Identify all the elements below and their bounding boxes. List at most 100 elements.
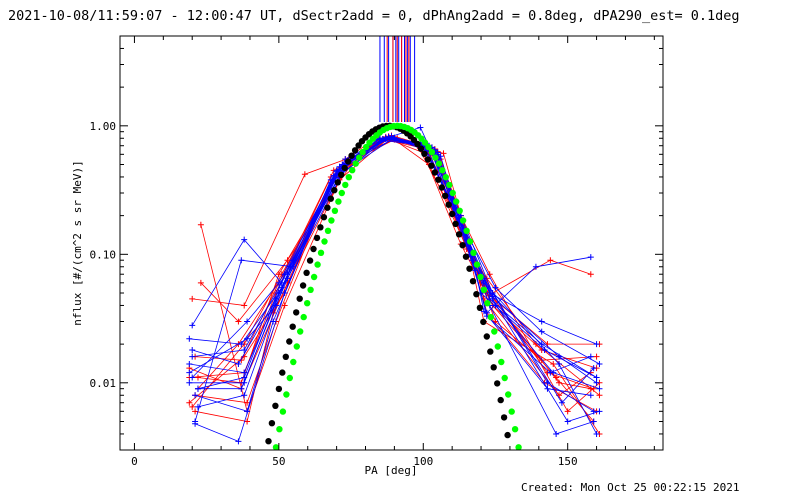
y-tick-label-0: 0.01	[90, 377, 117, 390]
green-fit-point-27	[314, 261, 321, 268]
black-fit-point-37	[351, 147, 359, 154]
green-fit-point-75	[480, 286, 488, 293]
red-point-7-9	[596, 392, 603, 399]
green-fit-point-25	[307, 286, 314, 293]
blue-line-8	[197, 137, 591, 408]
green-fit-point-36	[345, 174, 352, 181]
green-fit-point-59	[425, 143, 432, 151]
blue-point-13-2	[290, 257, 297, 264]
green-fit-point-23	[300, 313, 307, 321]
green-fit-point-85	[515, 444, 522, 450]
blue-point-4-9	[596, 385, 603, 392]
blue-point-7-9	[596, 408, 603, 415]
black-fit-point-60	[431, 169, 438, 176]
green-fit-point-15	[272, 444, 280, 450]
black-fit-point-75	[483, 333, 490, 340]
green-fit-point-35	[342, 181, 349, 189]
blue-point-8-1	[241, 392, 248, 399]
blue-point-9-1	[244, 318, 251, 325]
black-fit-point-56	[417, 145, 425, 152]
black-fit-point-25	[310, 245, 317, 253]
black-fit-point-71	[469, 278, 477, 285]
blue-point-3-9	[587, 254, 594, 261]
blue-point-0-0	[186, 379, 193, 386]
blue-point-6-8	[558, 399, 565, 406]
black-fit-point-17	[282, 353, 289, 360]
black-fit-point-34	[341, 164, 348, 172]
red-line-9	[189, 139, 600, 412]
blue-point-11-8	[538, 328, 545, 335]
green-fit-point-79	[494, 343, 501, 350]
blue-point-12-8	[544, 385, 551, 392]
black-fit-point-61	[435, 176, 442, 183]
black-fit-point-59	[428, 162, 435, 169]
black-fit-point-38	[355, 142, 362, 149]
green-fit-point-81	[501, 374, 508, 382]
green-fit-point-71	[466, 238, 474, 245]
green-fit-point-69	[459, 217, 467, 224]
blue-point-11-4	[376, 135, 383, 142]
green-fit-point-70	[463, 227, 470, 234]
blue-point-1-1	[241, 236, 248, 243]
blue-point-12-1	[238, 385, 245, 392]
black-fit-point-69	[462, 253, 470, 260]
green-fit-point-16	[276, 426, 283, 433]
blue-point-3-8	[532, 263, 539, 270]
red-point-10-9	[587, 271, 594, 278]
blue-point-6-0	[192, 392, 199, 399]
red-line-10	[200, 136, 591, 323]
blue-line-1	[191, 136, 594, 412]
black-fit-point-68	[459, 242, 466, 249]
red-point-9-0	[186, 399, 193, 406]
green-fit-point-18	[283, 391, 290, 398]
green-fit-point-32	[331, 207, 339, 214]
blue-point-13-0	[189, 353, 196, 360]
red-point-9-8	[564, 408, 571, 415]
blue-point-2-5	[417, 124, 424, 131]
black-fit-point-27	[317, 224, 324, 231]
blue-point-2-9	[593, 430, 600, 437]
blue-point-6-9	[590, 365, 597, 372]
black-fit-point-29	[324, 204, 331, 211]
red-point-8-2	[275, 271, 282, 278]
y-tick-label-2: 1.00	[90, 120, 117, 133]
red-line-3	[191, 138, 591, 408]
blue-line-13	[192, 138, 597, 384]
y-tick-label-1: 0.10	[90, 248, 117, 261]
blue-point-12-0	[194, 385, 201, 392]
green-fit-point-84	[511, 426, 519, 433]
black-fit-point-35	[345, 158, 352, 165]
blue-point-12-9	[587, 392, 594, 399]
black-fit-point-18	[286, 338, 293, 345]
blue-point-12-7	[480, 308, 487, 315]
plot-data	[186, 36, 603, 450]
blue-point-8-9	[587, 353, 594, 360]
black-fit-point-70	[466, 265, 473, 272]
black-fit-point-62	[438, 184, 445, 191]
blue-point-5-0	[189, 347, 196, 354]
blue-point-13-1	[241, 347, 248, 354]
black-fit-point-16	[279, 369, 286, 376]
green-fit-point-29	[321, 238, 328, 245]
black-fit-point-63	[442, 192, 449, 199]
red-point-2-0	[197, 221, 204, 228]
black-fit-point-55	[414, 140, 421, 148]
blue-point-11-7	[492, 284, 499, 291]
blue-point-8-0	[194, 403, 201, 410]
green-fit-point-62	[435, 160, 443, 167]
blue-point-9-9	[593, 374, 600, 381]
black-fit-point-74	[480, 318, 487, 326]
black-fit-point-65	[449, 210, 456, 218]
blue-line-4	[197, 137, 600, 390]
green-fit-point-22	[297, 328, 304, 335]
blue-point-13-6	[454, 212, 461, 219]
x-tick-label-3: 150	[558, 455, 578, 468]
x-tick-label-2: 100	[413, 455, 433, 468]
black-fit-point-14	[272, 402, 279, 409]
black-fit-point-57	[421, 150, 428, 157]
red-point-7-0	[189, 295, 196, 302]
blue-point-5-1	[235, 361, 242, 368]
red-point-3-0	[189, 403, 196, 410]
green-fit-point-74	[477, 273, 484, 281]
